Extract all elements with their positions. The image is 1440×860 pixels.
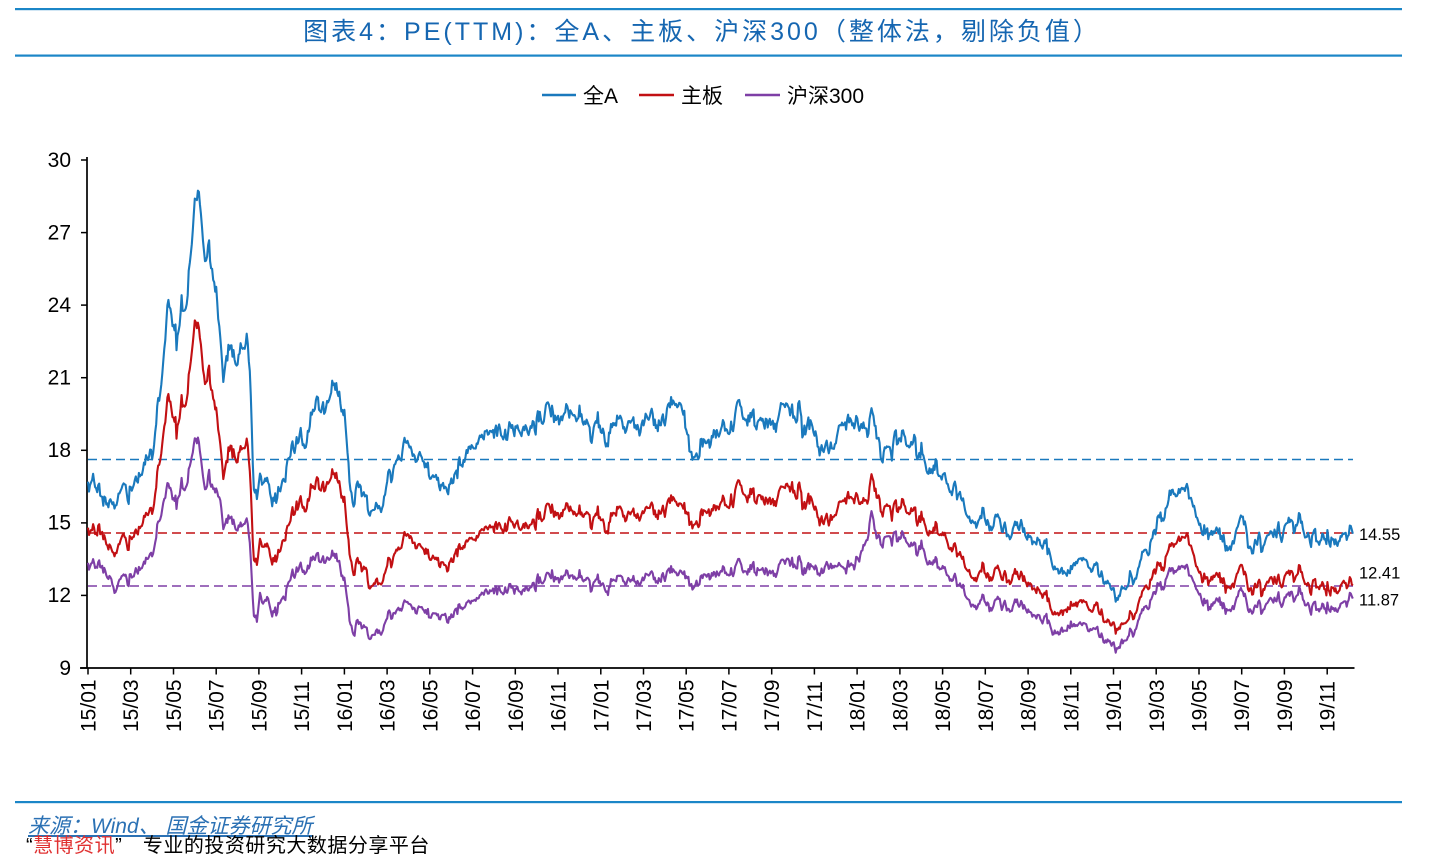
svg-text:15/07: 15/07 <box>206 679 229 732</box>
svg-text:16/09: 16/09 <box>505 679 528 732</box>
svg-text:17/11: 17/11 <box>804 681 827 732</box>
svg-text:19/03: 19/03 <box>1146 679 1169 732</box>
svg-text:14.55: 14.55 <box>1359 526 1400 544</box>
svg-text:18/09: 18/09 <box>1018 679 1041 732</box>
svg-text:15/09: 15/09 <box>248 679 271 732</box>
svg-text:15: 15 <box>48 512 71 535</box>
svg-text:19/09: 19/09 <box>1274 679 1297 732</box>
svg-text:12: 12 <box>48 584 71 607</box>
svg-text:18/07: 18/07 <box>975 679 998 732</box>
svg-text:全A: 全A <box>583 85 618 108</box>
svg-text:9: 9 <box>59 657 71 680</box>
svg-text:沪深300: 沪深300 <box>787 85 864 108</box>
svg-text:19/05: 19/05 <box>1189 679 1212 732</box>
svg-text:21: 21 <box>48 367 71 390</box>
svg-text:11.87: 11.87 <box>1359 592 1399 610</box>
svg-text:24: 24 <box>48 294 72 317</box>
svg-text:19/07: 19/07 <box>1231 679 1254 732</box>
svg-text:17/01: 17/01 <box>590 679 613 732</box>
svg-text:16/03: 16/03 <box>377 679 400 732</box>
svg-text:17/09: 17/09 <box>761 679 784 732</box>
svg-text:12.41: 12.41 <box>1359 565 1400 583</box>
svg-text:18/03: 18/03 <box>889 679 912 732</box>
svg-text:15/01: 15/01 <box>78 679 101 732</box>
svg-text:15/05: 15/05 <box>163 679 186 732</box>
svg-text:16/05: 16/05 <box>419 679 442 732</box>
svg-text:17/07: 17/07 <box>718 679 741 732</box>
svg-text:19/01: 19/01 <box>1103 679 1126 732</box>
svg-text:27: 27 <box>48 221 71 244</box>
svg-text:15/11: 15/11 <box>291 681 314 732</box>
svg-text:18/01: 18/01 <box>847 679 870 732</box>
svg-text:图表4：PE(TTM)：全A、主板、沪深300（整体法，剔除: 图表4：PE(TTM)：全A、主板、沪深300（整体法，剔除负值） <box>303 18 1101 46</box>
svg-text:16/11: 16/11 <box>548 681 571 732</box>
svg-text:15/03: 15/03 <box>120 679 143 732</box>
svg-text:19/11: 19/11 <box>1317 681 1340 732</box>
svg-text:主板: 主板 <box>681 85 723 108</box>
svg-text:16/07: 16/07 <box>462 679 485 732</box>
svg-text:17/03: 17/03 <box>633 679 656 732</box>
svg-text:16/01: 16/01 <box>334 679 357 732</box>
svg-text:18/05: 18/05 <box>932 679 955 732</box>
svg-text:17/05: 17/05 <box>676 679 699 732</box>
svg-text:18/11: 18/11 <box>1060 681 1083 732</box>
svg-text:30: 30 <box>48 149 71 172</box>
svg-text:18: 18 <box>48 439 71 462</box>
